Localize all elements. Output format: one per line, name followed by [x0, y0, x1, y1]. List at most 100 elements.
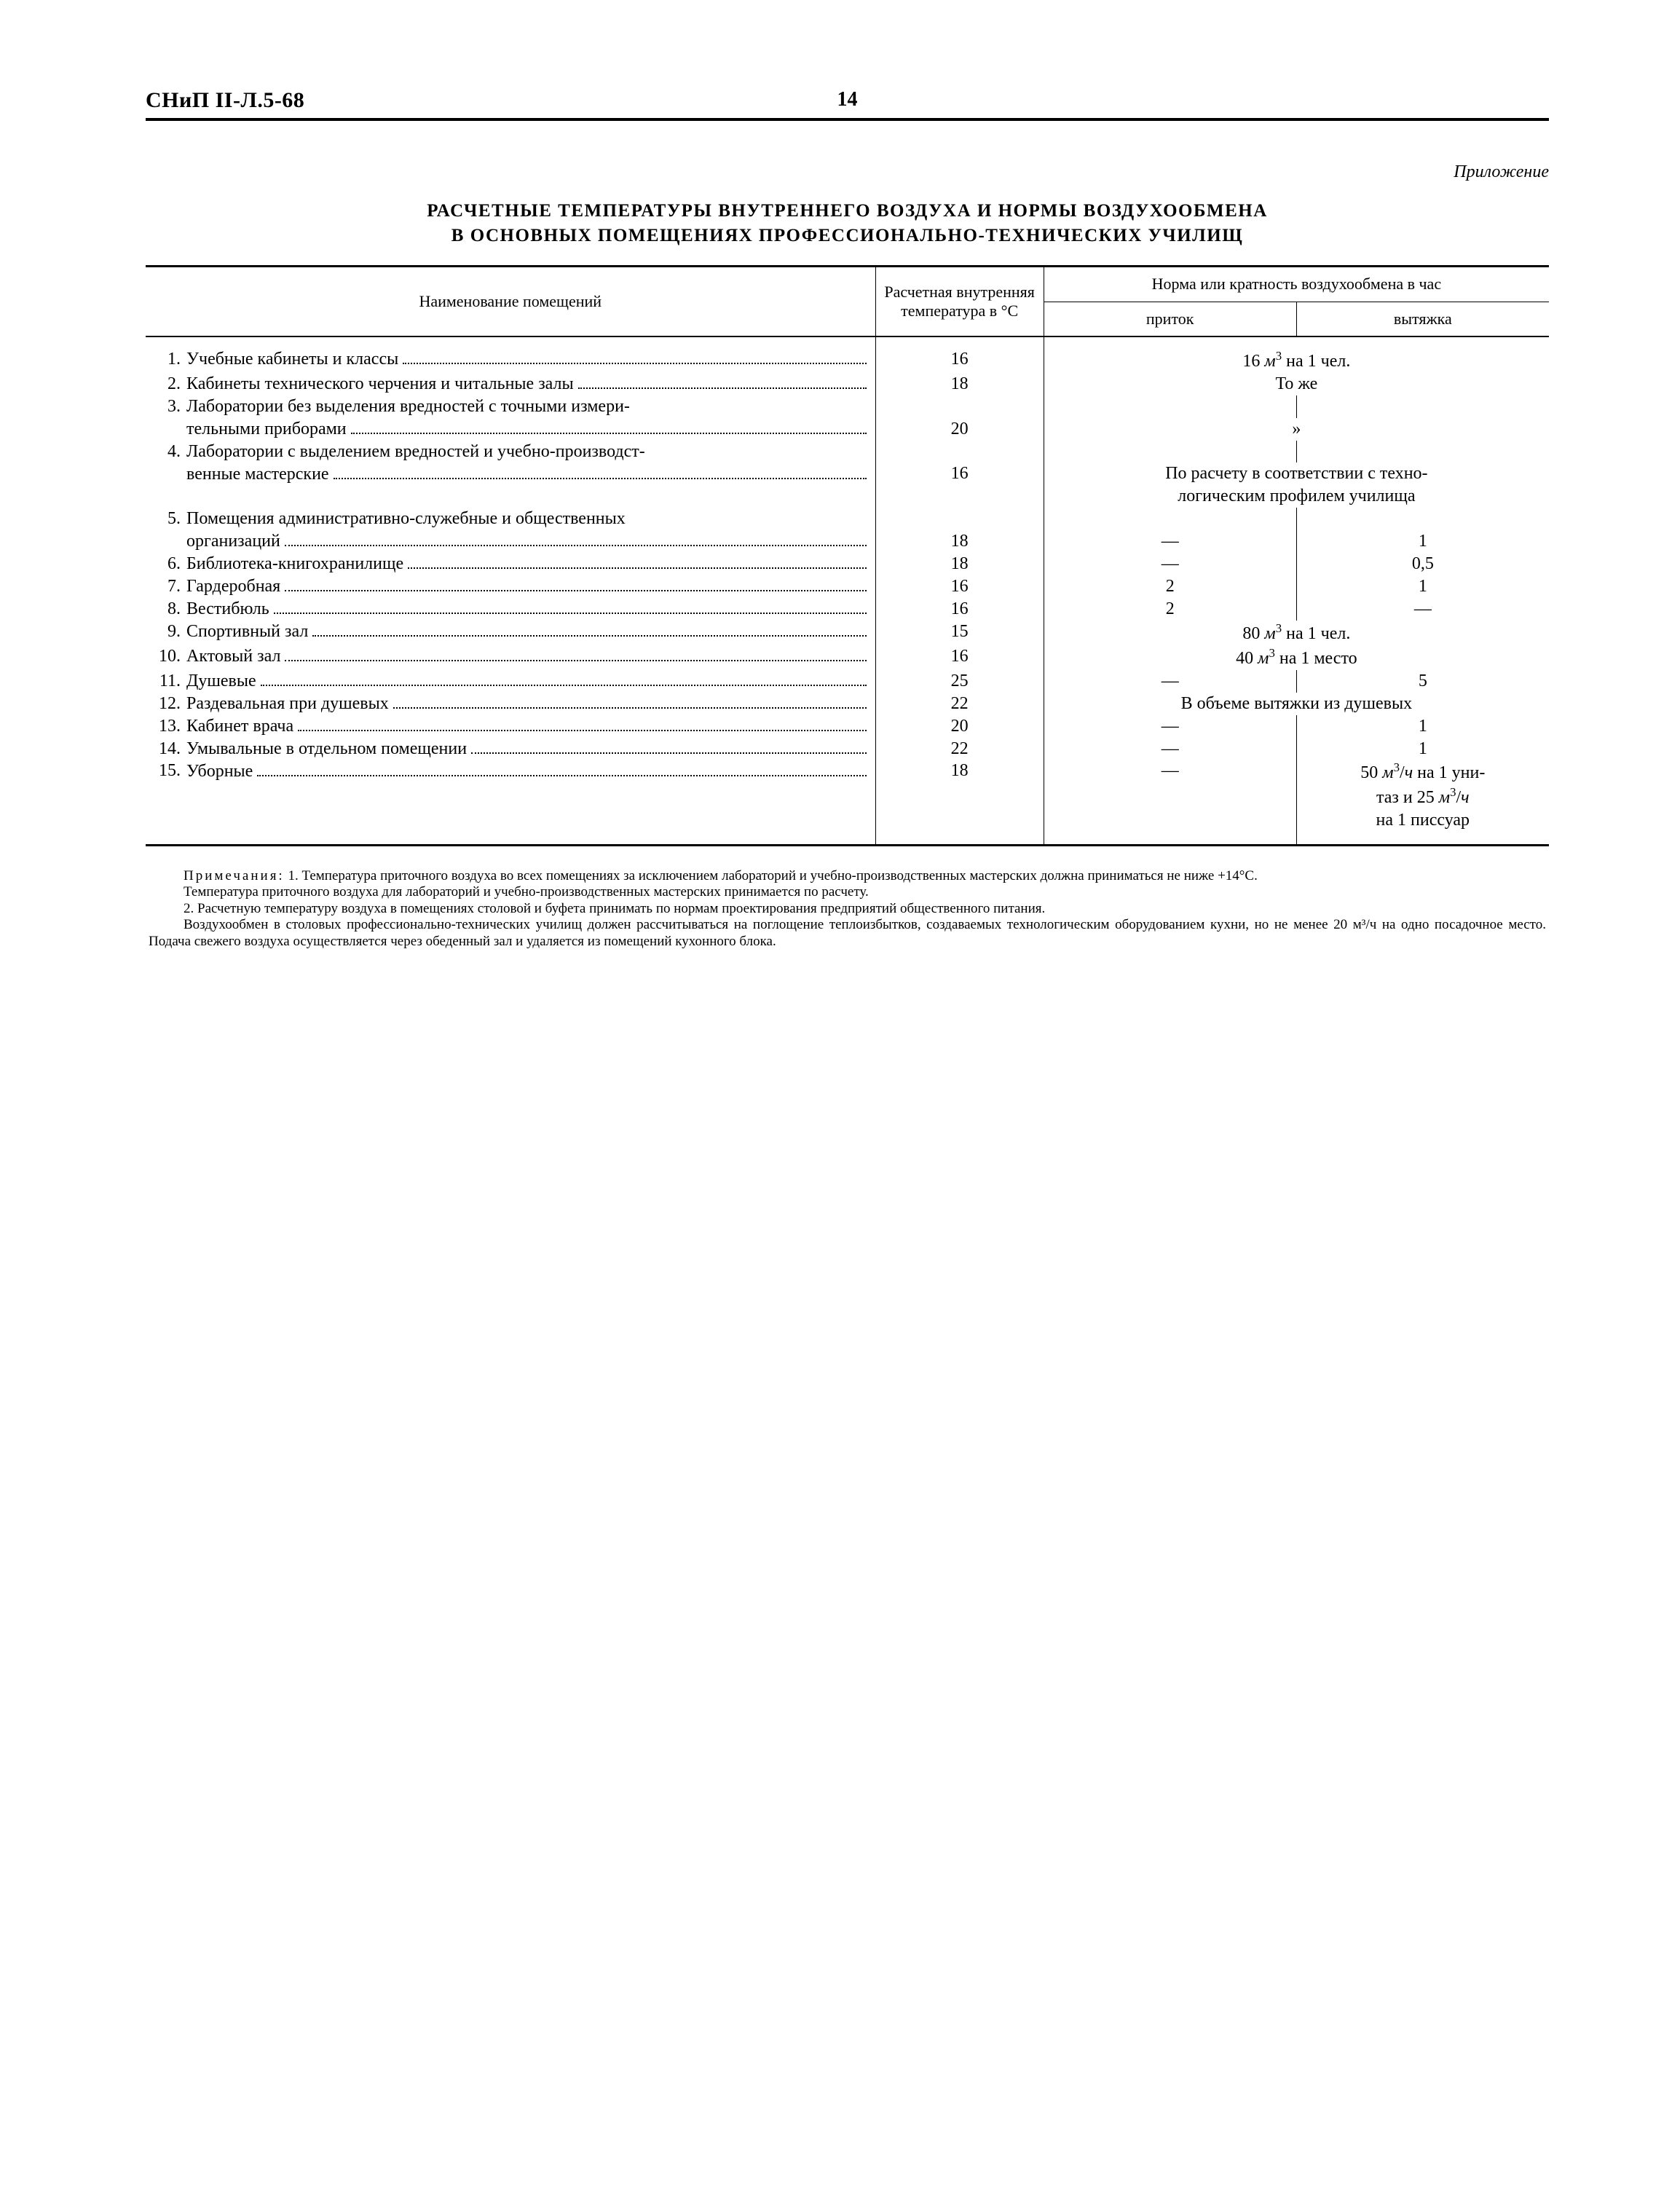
cell-inflow: —: [1044, 530, 1296, 553]
notes-block: Примечания: 1. Температура приточного во…: [146, 868, 1549, 950]
table-row: 8.Вестибюль162—: [146, 598, 1549, 621]
header-outflow: вытяжка: [1296, 302, 1549, 336]
cell-air-span: По расчету в соответствии с техно-: [1044, 462, 1549, 485]
document-code: СНиП II-Л.5-68: [146, 87, 304, 114]
note-text: Воздухообмен в столовых профессионально-…: [149, 917, 1546, 950]
cell-outflow: таз и 25 м3/ч: [1296, 784, 1549, 809]
cell-inflow: [1044, 809, 1296, 845]
cell-name: [146, 485, 875, 508]
cell-temp: 20: [875, 418, 1044, 441]
cell-name: [146, 809, 875, 845]
cell-temp: 20: [875, 715, 1044, 738]
cell-air-span: 80 м3 на 1 чел.: [1044, 621, 1549, 645]
cell-air-span: 40 м3 на 1 место: [1044, 645, 1549, 670]
cell-name: 3.Лаборатории без выделения вредностей с…: [146, 395, 875, 418]
cell-temp: 15: [875, 621, 1044, 645]
cell-name: 2.Кабинеты технического черчения и читал…: [146, 373, 875, 395]
table-row: 9.Спортивный зал1580 м3 на 1 чел.: [146, 621, 1549, 645]
cell-outflow: —: [1296, 598, 1549, 621]
table-row: на 1 писсуар: [146, 809, 1549, 845]
cell-inflow: [1044, 508, 1296, 530]
table-row: 14.Умывальные в отдельном помещении22—1: [146, 738, 1549, 760]
table-row: 12.Раздевальная при душевых22В объеме вы…: [146, 693, 1549, 715]
cell-name: 11.Душевые: [146, 670, 875, 693]
table-row: организаций18—1: [146, 530, 1549, 553]
table-row: 1.Учебные кабинеты и классы1616 м3 на 1 …: [146, 336, 1549, 373]
cell-temp: [875, 809, 1044, 845]
table-row: 11.Душевые25—5: [146, 670, 1549, 693]
cell-outflow: 50 м3/ч на 1 уни-: [1296, 760, 1549, 784]
cell-name: 12.Раздевальная при душевых: [146, 693, 875, 715]
table-row: 3.Лаборатории без выделения вредностей с…: [146, 395, 1549, 418]
cell-air-span: В объеме вытяжки из душевых: [1044, 693, 1549, 715]
cell-temp: 22: [875, 693, 1044, 715]
cell-air-span: »: [1044, 418, 1549, 441]
cell-temp: 18: [875, 373, 1044, 395]
cell-temp: 25: [875, 670, 1044, 693]
cell-temp: 16: [875, 462, 1044, 485]
cell-name: 8.Вестибюль: [146, 598, 875, 621]
notes-label: Примечания:: [184, 868, 285, 883]
cell-name: 5.Помещения административно-служебные и …: [146, 508, 875, 530]
table-row: 7.Гардеробная1621: [146, 575, 1549, 598]
cell-temp: 16: [875, 598, 1044, 621]
cell-inflow: 2: [1044, 598, 1296, 621]
table-row: 6.Библиотека-книгохранилище18—0,5: [146, 553, 1549, 575]
cell-outflow: [1296, 395, 1549, 418]
note-text: 1. Температура приточного воздуха во все…: [288, 868, 1257, 883]
cell-inflow: 2: [1044, 575, 1296, 598]
cell-inflow: —: [1044, 553, 1296, 575]
cell-name: 1.Учебные кабинеты и классы: [146, 336, 875, 373]
document-title: РАСЧЕТНЫЕ ТЕМПЕРАТУРЫ ВНУТРЕННЕГО ВОЗДУХ…: [146, 199, 1549, 248]
cell-inflow: [1044, 395, 1296, 418]
cell-outflow: на 1 писсуар: [1296, 809, 1549, 845]
cell-air-span: 16 м3 на 1 чел.: [1044, 336, 1549, 373]
cell-temp: [875, 395, 1044, 418]
header-name: Наименование помещений: [146, 267, 875, 336]
cell-outflow: 0,5: [1296, 553, 1549, 575]
cell-temp: 18: [875, 760, 1044, 784]
cell-name: 14.Умывальные в отдельном помещении: [146, 738, 875, 760]
note-text: 2. Расчетную температуру воздуха в помещ…: [149, 901, 1546, 917]
cell-temp: 16: [875, 336, 1044, 373]
cell-inflow: [1044, 441, 1296, 463]
title-line-1: РАСЧЕТНЫЕ ТЕМПЕРАТУРЫ ВНУТРЕННЕГО ВОЗДУХ…: [427, 201, 1268, 221]
cell-name: 9.Спортивный зал: [146, 621, 875, 645]
cell-inflow: —: [1044, 738, 1296, 760]
cell-inflow: —: [1044, 760, 1296, 784]
header-temp: Расчетная внутренняя температура в °С: [875, 267, 1044, 336]
table-row: 13.Кабинет врача20—1: [146, 715, 1549, 738]
table-row: таз и 25 м3/ч: [146, 784, 1549, 809]
note-text: Температура приточного воздуха для лабор…: [149, 884, 1546, 900]
cell-air-span: логическим профилем училища: [1044, 485, 1549, 508]
title-line-2: В ОСНОВНЫХ ПОМЕЩЕНИЯХ ПРОФЕССИОНАЛЬНО-ТЕ…: [451, 226, 1243, 245]
cell-outflow: 1: [1296, 530, 1549, 553]
table-row: 5.Помещения административно-служебные и …: [146, 508, 1549, 530]
cell-outflow: 1: [1296, 715, 1549, 738]
cell-temp: 18: [875, 530, 1044, 553]
cell-name: тельными приборами: [146, 418, 875, 441]
cell-temp: [875, 508, 1044, 530]
cell-temp: 16: [875, 645, 1044, 670]
cell-outflow: 1: [1296, 738, 1549, 760]
cell-temp: 16: [875, 575, 1044, 598]
cell-inflow: —: [1044, 670, 1296, 693]
data-table: Наименование помещений Расчетная внутрен…: [146, 265, 1549, 846]
cell-outflow: 1: [1296, 575, 1549, 598]
cell-outflow: [1296, 441, 1549, 463]
table-row: венные мастерские16По расчету в соответс…: [146, 462, 1549, 485]
table-row: 4.Лаборатории с выделением вредностей и …: [146, 441, 1549, 463]
cell-outflow: [1296, 508, 1549, 530]
page-number: 14: [837, 87, 858, 112]
cell-temp: 18: [875, 553, 1044, 575]
header-bar: СНиП II-Л.5-68 14: [146, 87, 1549, 121]
table-row: 10.Актовый зал1640 м3 на 1 место: [146, 645, 1549, 670]
appendix-label: Приложение: [146, 162, 1549, 183]
cell-temp: [875, 485, 1044, 508]
table-body: 1.Учебные кабинеты и классы1616 м3 на 1 …: [146, 336, 1549, 845]
cell-name: 10.Актовый зал: [146, 645, 875, 670]
table-row: логическим профилем училища: [146, 485, 1549, 508]
cell-name: 7.Гардеробная: [146, 575, 875, 598]
cell-temp: 22: [875, 738, 1044, 760]
cell-outflow: 5: [1296, 670, 1549, 693]
